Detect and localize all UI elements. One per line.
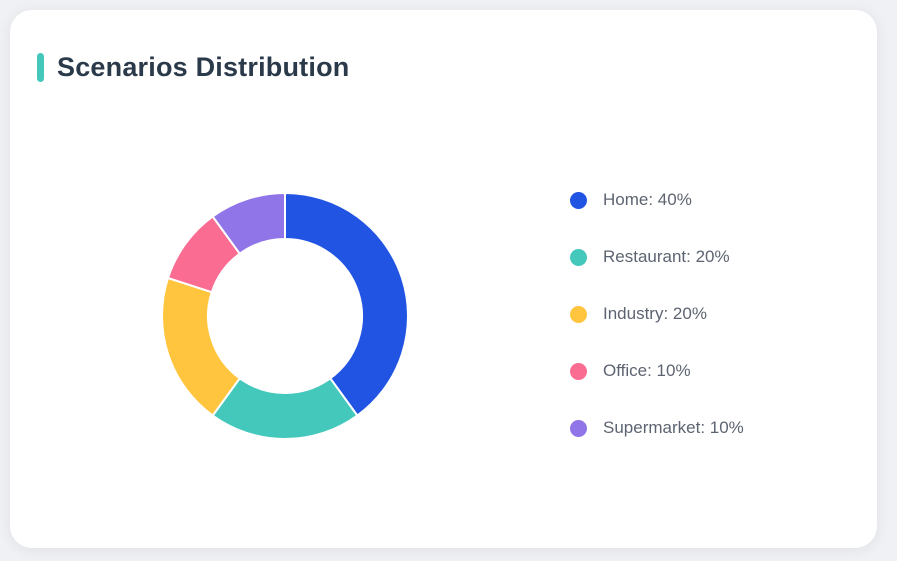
donut-slice-supermarket[interactable]	[211, 192, 286, 255]
legend-label: Office: 10%	[603, 361, 691, 380]
legend-dot	[570, 248, 587, 266]
card-header: Scenarios Distribution	[37, 52, 349, 83]
legend-dot	[570, 191, 587, 209]
donut-chart	[161, 192, 409, 440]
legend-item-industry[interactable]: Industry: 20%	[570, 304, 744, 324]
legend-item-supermarket[interactable]: Supermarket: 10%	[570, 418, 744, 438]
legend-item-restaurant[interactable]: Restaurant: 20%	[570, 247, 744, 267]
legend-item-home[interactable]: Home: 40%	[570, 190, 744, 210]
legend-item-office[interactable]: Office: 10%	[570, 361, 744, 381]
chart-legend: Home: 40% Restaurant: 20% Industry: 20% …	[570, 190, 744, 438]
legend-label: Restaurant: 20%	[603, 247, 730, 266]
legend-label: Supermarket: 10%	[603, 418, 744, 437]
page-title: Scenarios Distribution	[57, 52, 350, 82]
legend-dot	[570, 362, 587, 380]
legend-label: Industry: 20%	[603, 304, 707, 323]
title-accent-bar	[37, 53, 44, 82]
donut-slice-industry[interactable]	[161, 276, 241, 417]
scenarios-distribution-card: Scenarios Distribution Home: 40% Restaur…	[10, 10, 877, 548]
legend-dot	[570, 419, 587, 437]
legend-dot	[570, 305, 587, 323]
donut-slice-restaurant[interactable]	[211, 377, 359, 440]
legend-label: Home: 40%	[603, 190, 692, 209]
donut-slice-home[interactable]	[284, 192, 409, 417]
